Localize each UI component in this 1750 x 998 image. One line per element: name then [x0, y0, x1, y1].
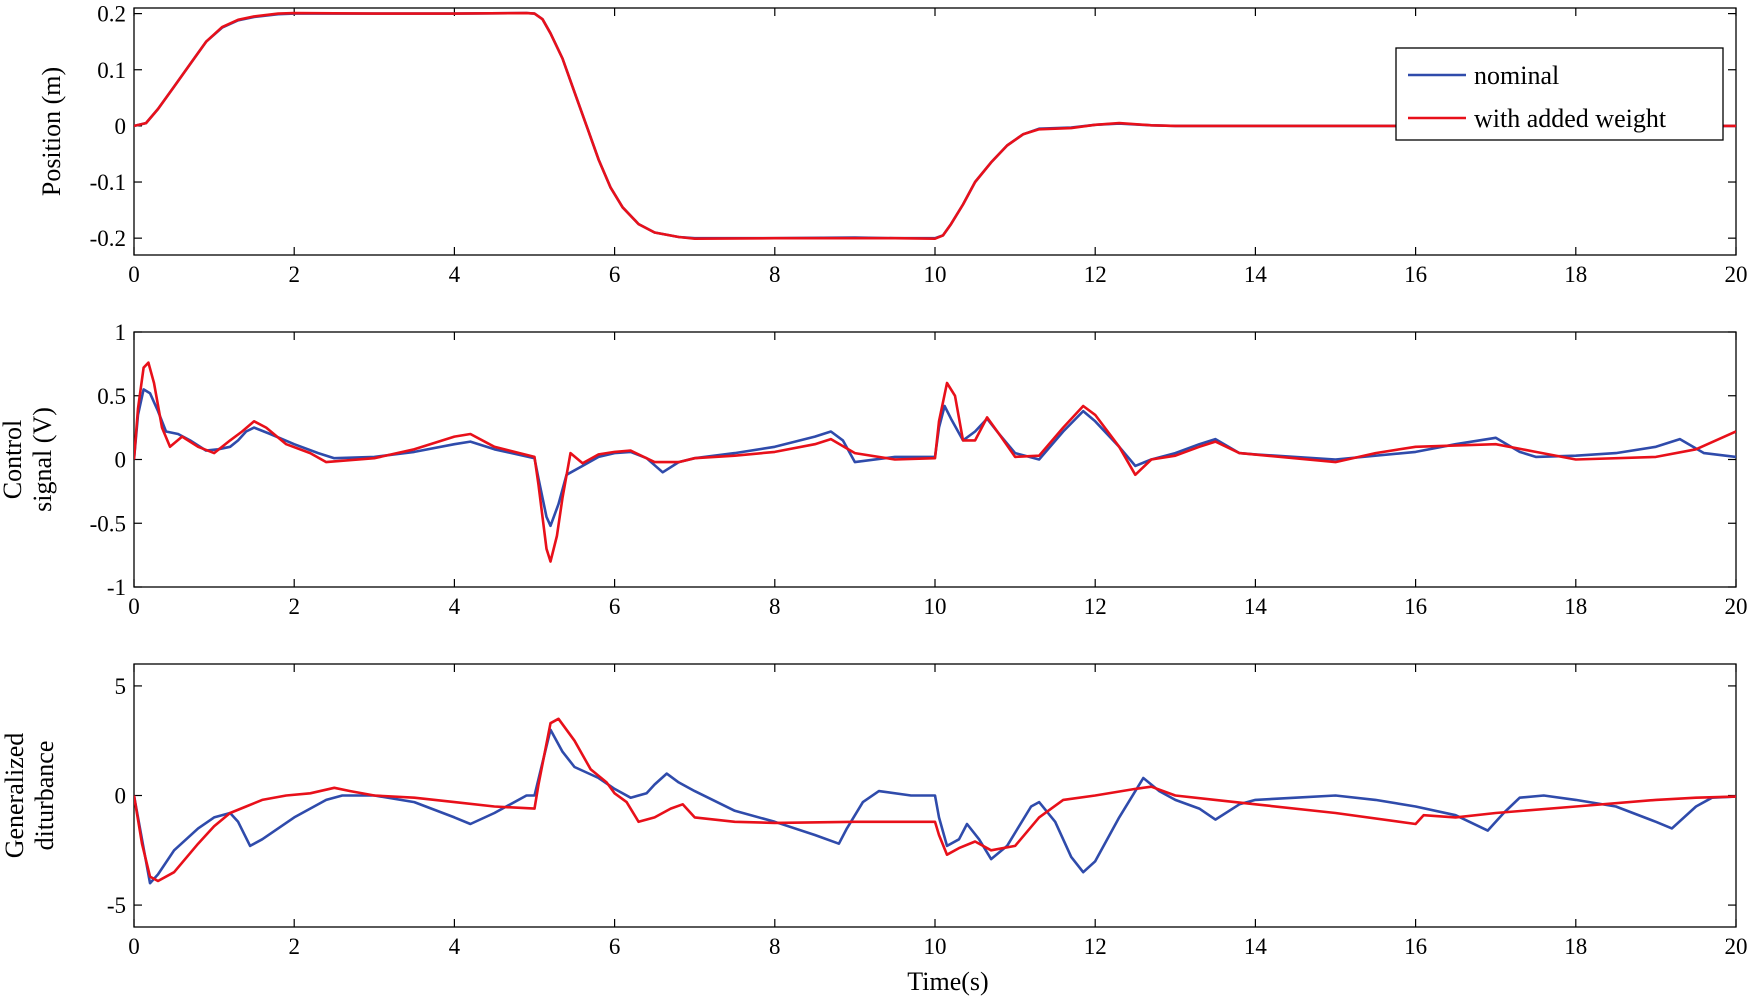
- x-tick-label: 6: [609, 262, 621, 287]
- x-tick-label: 0: [128, 934, 140, 959]
- x-tick-label: 18: [1564, 594, 1587, 619]
- x-tick-label: 12: [1084, 934, 1107, 959]
- series-nominal-line: [134, 728, 1736, 885]
- panels: 0 2 4 6 8 10 12 14 16 18 200.20.10-0.1-0.2Position…: [0, 2, 1748, 959]
- x-tick-label: 0: [128, 594, 140, 619]
- legend-box: [1395, 47, 1724, 141]
- x-tick-label: 16: [1404, 594, 1427, 619]
- y-tick-label: 0.1: [97, 58, 126, 83]
- x-tick-label: 10: [924, 262, 947, 287]
- y-axis-label: Position (m): [37, 67, 66, 196]
- x-tick-label: 2: [288, 262, 300, 287]
- x-tick-label: 4: [449, 594, 461, 619]
- series-with-added-weight-line: [134, 717, 1736, 883]
- panel-2: 0 2 4 6 8 10 12 14 16 18 20 1 0.5 0 -0.5 -1 Controlsigna…: [0, 320, 1748, 619]
- x-tick-label: 2: [288, 594, 300, 619]
- x-tick-label: 16: [1404, 262, 1427, 287]
- x-tick-label: 10: [924, 594, 947, 619]
- legend-label: with added weight: [1474, 104, 1667, 133]
- x-tick-label: 16: [1404, 934, 1427, 959]
- x-tick-label: 18: [1564, 262, 1587, 287]
- y-axis-label-line: Control: [0, 420, 27, 499]
- panel-3: 0 2 4 6 8 10 12 14 16 18 2050-5Generalizedditurban…: [0, 663, 1748, 959]
- y-axis-label: Generalizedditurbance: [0, 733, 59, 859]
- x-tick-label: 8: [769, 934, 781, 959]
- y-tick-label: 0: [115, 448, 127, 473]
- x-tick-label: 20: [1725, 594, 1748, 619]
- y-axis-label-line: Generalized: [0, 733, 29, 859]
- x-tick-label: 4: [449, 262, 461, 287]
- x-tick-label: 8: [769, 262, 781, 287]
- y-tick-label: 0.2: [97, 2, 126, 27]
- x-tick-label: 20: [1725, 934, 1748, 959]
- x-tick-label: 2: [288, 934, 300, 959]
- y-tick-label: 5: [115, 674, 127, 699]
- x-tick-label: 10: [924, 934, 947, 959]
- y-tick-label: 1: [115, 320, 127, 345]
- y-tick-label: -0.1: [90, 170, 126, 195]
- x-axis-label: Time(s): [907, 967, 988, 996]
- x-tick-label: 6: [609, 934, 621, 959]
- x-tick-label: 0: [128, 262, 140, 287]
- series-with-added-weight-line: [134, 361, 1736, 563]
- y-tick-label: -5: [107, 893, 126, 918]
- legend: nominal with added weight: [1395, 47, 1724, 141]
- x-tick-label: 14: [1244, 934, 1268, 959]
- y-axis-label-line: signal (V): [28, 407, 57, 512]
- legend-label: nominal: [1474, 61, 1559, 90]
- y-tick-label: 0: [115, 114, 127, 139]
- x-tick-label: 12: [1084, 262, 1107, 287]
- x-tick-label: 14: [1244, 594, 1268, 619]
- y-axis-label-line: diturbance: [30, 741, 59, 851]
- x-tick-label: 12: [1084, 594, 1107, 619]
- x-tick-label: 20: [1725, 262, 1748, 287]
- y-axis-label-line: Position (m): [37, 67, 66, 196]
- series-with-added-weight-line: [134, 11, 1736, 240]
- x-tick-label: 18: [1564, 934, 1587, 959]
- x-tick-label: 8: [769, 594, 781, 619]
- x-tick-label: 6: [609, 594, 621, 619]
- y-tick-label: -0.5: [90, 511, 126, 536]
- y-tick-label: 0: [115, 784, 127, 809]
- panel-1: 0 2 4 6 8 10 12 14 16 18 20 0.2 0.1 0 -0.1 -0.2 Position…: [37, 2, 1748, 287]
- y-tick-label: -1: [107, 575, 126, 600]
- y-axis-label: Controlsignal (V): [0, 407, 57, 512]
- y-tick-label: -0.2: [90, 226, 126, 251]
- x-tick-label: 4: [449, 934, 461, 959]
- y-tick-label: 0.5: [97, 384, 126, 409]
- x-tick-label: 14: [1244, 262, 1268, 287]
